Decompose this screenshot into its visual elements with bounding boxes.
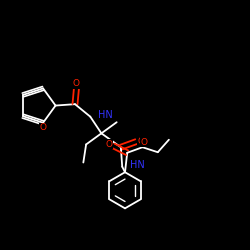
Text: O: O (40, 123, 46, 132)
Text: O: O (138, 137, 144, 146)
Text: HN: HN (98, 110, 112, 120)
Text: HN: HN (130, 160, 144, 170)
Text: O: O (140, 138, 147, 147)
Text: O: O (73, 80, 80, 88)
Text: O: O (106, 140, 113, 149)
